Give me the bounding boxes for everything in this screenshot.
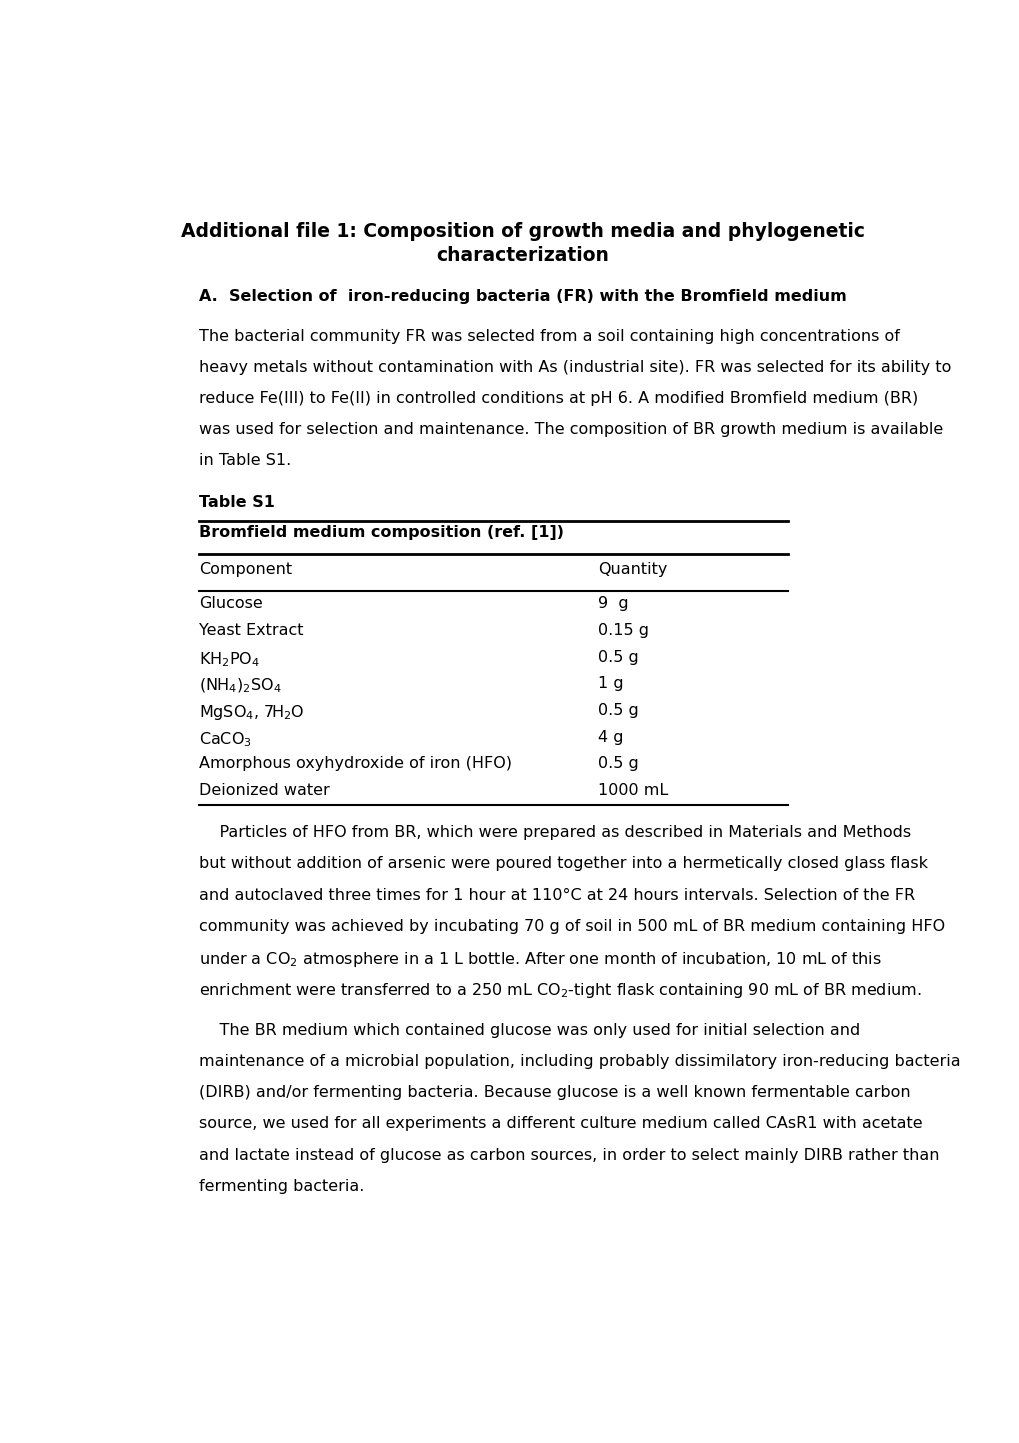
Text: Bromfield medium composition (ref. [1]): Bromfield medium composition (ref. [1]) xyxy=(199,525,564,540)
Text: 1000 mL: 1000 mL xyxy=(597,784,667,798)
Text: Yeast Extract: Yeast Extract xyxy=(199,623,303,638)
Text: fermenting bacteria.: fermenting bacteria. xyxy=(199,1179,364,1193)
Text: Particles of HFO from BR, which were prepared as described in Materials and Meth: Particles of HFO from BR, which were pre… xyxy=(199,825,910,840)
Text: characterization: characterization xyxy=(436,247,608,266)
Text: 0.5 g: 0.5 g xyxy=(597,756,638,772)
Text: 0.15 g: 0.15 g xyxy=(597,623,648,638)
Text: Additional file 1: Composition of growth media and phylogenetic: Additional file 1: Composition of growth… xyxy=(180,222,864,241)
Text: 1 g: 1 g xyxy=(597,677,623,691)
Text: MgSO$_4$, 7H$_2$O: MgSO$_4$, 7H$_2$O xyxy=(199,703,304,722)
Text: Component: Component xyxy=(199,563,291,577)
Text: (NH$_4$)$_2$SO$_4$: (NH$_4$)$_2$SO$_4$ xyxy=(199,677,281,696)
Text: 4 g: 4 g xyxy=(597,730,623,745)
Text: CaCO$_3$: CaCO$_3$ xyxy=(199,730,252,749)
Text: A.  Selection of  iron-reducing bacteria (FR) with the Bromfield medium: A. Selection of iron-reducing bacteria (… xyxy=(199,289,846,303)
Text: and autoclaved three times for 1 hour at 110°C at 24 hours intervals. Selection : and autoclaved three times for 1 hour at… xyxy=(199,887,914,903)
Text: and lactate instead of glucose as carbon sources, in order to select mainly DIRB: and lactate instead of glucose as carbon… xyxy=(199,1147,938,1163)
Text: 0.5 g: 0.5 g xyxy=(597,703,638,719)
Text: heavy metals without contamination with As (industrial site). FR was selected fo: heavy metals without contamination with … xyxy=(199,359,950,375)
Text: enrichment were transferred to a 250 mL CO$_2$-tight flask containing 90 mL of B: enrichment were transferred to a 250 mL … xyxy=(199,981,920,1000)
Text: The BR medium which contained glucose was only used for initial selection and: The BR medium which contained glucose wa… xyxy=(199,1023,859,1038)
Text: Glucose: Glucose xyxy=(199,596,262,612)
Text: source, we used for all experiments a different culture medium called CAsR1 with: source, we used for all experiments a di… xyxy=(199,1117,921,1131)
Text: under a CO$_2$ atmosphere in a 1 L bottle. After one month of incubation, 10 mL : under a CO$_2$ atmosphere in a 1 L bottl… xyxy=(199,949,880,968)
Text: Amorphous oxyhydroxide of iron (HFO): Amorphous oxyhydroxide of iron (HFO) xyxy=(199,756,512,772)
Text: Table S1: Table S1 xyxy=(199,495,274,511)
Text: in Table S1.: in Table S1. xyxy=(199,453,290,468)
Text: Quantity: Quantity xyxy=(597,563,666,577)
Text: 0.5 g: 0.5 g xyxy=(597,649,638,665)
Text: The bacterial community FR was selected from a soil containing high concentratio: The bacterial community FR was selected … xyxy=(199,329,899,343)
Text: but without addition of arsenic were poured together into a hermetically closed : but without addition of arsenic were pou… xyxy=(199,857,926,872)
Text: 9  g: 9 g xyxy=(597,596,628,612)
Text: maintenance of a microbial population, including probably dissimilatory iron-red: maintenance of a microbial population, i… xyxy=(199,1055,959,1069)
Text: Deionized water: Deionized water xyxy=(199,784,329,798)
Text: KH$_2$PO$_4$: KH$_2$PO$_4$ xyxy=(199,649,260,668)
Text: (DIRB) and/or fermenting bacteria. Because glucose is a well known fermentable c: (DIRB) and/or fermenting bacteria. Becau… xyxy=(199,1085,909,1101)
Text: was used for selection and maintenance. The composition of BR growth medium is a: was used for selection and maintenance. … xyxy=(199,421,942,437)
Text: reduce Fe(III) to Fe(II) in controlled conditions at pH 6. A modified Bromfield : reduce Fe(III) to Fe(II) in controlled c… xyxy=(199,391,917,405)
Text: community was achieved by incubating 70 g of soil in 500 mL of BR medium contain: community was achieved by incubating 70 … xyxy=(199,919,944,934)
